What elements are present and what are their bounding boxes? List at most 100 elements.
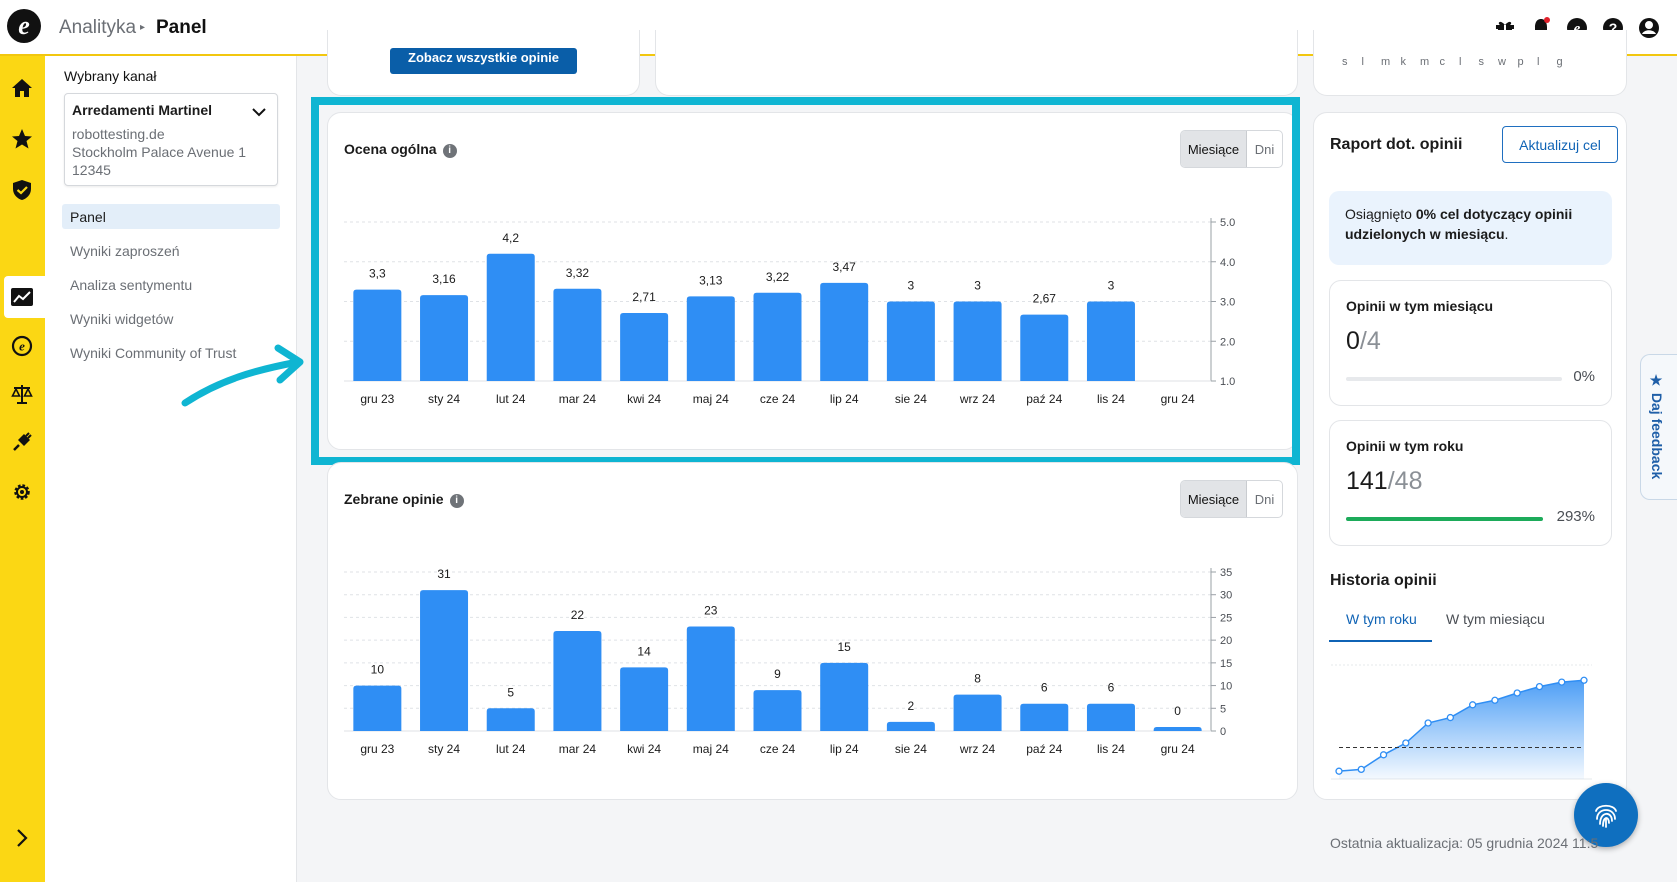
info-icon[interactable]: i: [449, 494, 464, 508]
history-point: [1446, 713, 1455, 722]
bar-value-label: 3: [974, 279, 981, 293]
y-tick-label: 2.0: [1220, 336, 1235, 348]
weekday-label: s: [1478, 56, 1485, 68]
weekday-label: l: [1537, 56, 1540, 68]
expand-chevron-icon[interactable]: [8, 824, 36, 852]
stat-month-value: 0/4: [1346, 327, 1381, 355]
y-tick-label: 35: [1220, 567, 1232, 579]
sidebar-item-panel[interactable]: Panel: [62, 204, 280, 229]
weekday-label: p: [1517, 56, 1524, 68]
bar: [753, 292, 802, 381]
settings-gear-icon[interactable]: [8, 478, 36, 506]
x-tick-label: cze 24: [760, 742, 796, 756]
bar-value-label: 2,67: [1033, 292, 1057, 306]
x-tick-label: mar: [1373, 792, 1394, 793]
toggle-months[interactable]: Miesiące: [1181, 131, 1247, 167]
update-goal-button[interactable]: Aktualizuj cel: [1502, 126, 1618, 163]
trusted-e-icon[interactable]: e: [8, 332, 36, 360]
weekday-label: g: [1556, 56, 1563, 68]
x-tick-label: mar 24: [559, 392, 597, 406]
bar-value-label: 3: [908, 279, 915, 293]
stat-month-percent: 0%: [1573, 368, 1595, 385]
x-tick-label: mar 24: [559, 742, 597, 756]
channel-label: Wybrany kanał: [64, 68, 157, 84]
info-icon[interactable]: i: [442, 144, 457, 158]
scale-icon[interactable]: [8, 380, 36, 408]
bar: [620, 667, 669, 731]
stat-year-value: 141/48: [1346, 467, 1423, 495]
x-tick-label: wrz 24: [959, 742, 996, 756]
collected-reviews-card: Zebrane opinie i Miesiące Dni 0 5 10 15 20 25 3…: [327, 462, 1298, 800]
page-title: Panel: [156, 17, 207, 38]
bar: [486, 708, 535, 731]
reviews-summary-card: Zobacz wszystkie opinie: [327, 30, 640, 96]
logo-icon[interactable]: e: [7, 9, 41, 43]
bar-value-label: 3: [1108, 279, 1115, 293]
toggle-months[interactable]: Miesiące: [1181, 481, 1247, 517]
feedback-tab[interactable]: ★ Daj feedback: [1640, 354, 1677, 500]
channel-domain: robottesting.de: [72, 126, 165, 142]
see-all-reviews-button[interactable]: Zobacz wszystkie opinie: [390, 48, 577, 74]
history-area-chart: sty mar maj lip wrz lis: [1331, 664, 1592, 793]
icon-rail: e: [0, 56, 45, 882]
history-line: [1338, 679, 1585, 772]
user-icon[interactable]: [1637, 16, 1661, 40]
stat-year-percent: 293%: [1556, 508, 1595, 525]
history-point: [1558, 678, 1566, 686]
breadcrumb-separator: ▸: [140, 22, 146, 33]
history-area: [1339, 680, 1584, 779]
analytics-icon[interactable]: [8, 283, 36, 311]
x-tick-label: maj 24: [693, 742, 729, 756]
fingerprint-icon: [1595, 804, 1617, 828]
channel-name: Arredamenti Martinel: [72, 102, 213, 118]
bar-value-label: 23: [704, 604, 718, 618]
plug-icon[interactable]: [8, 428, 36, 456]
x-tick-label: gru 24: [1161, 392, 1195, 406]
toggle-days[interactable]: Dni: [1254, 141, 1275, 157]
x-tick-label: paź 24: [1026, 742, 1062, 756]
bar-value-label: 5: [507, 685, 514, 699]
x-tick-label: lis: [1556, 792, 1567, 793]
bar: [553, 288, 602, 381]
feedback-label: ★ Daj feedback: [1649, 373, 1665, 480]
history-point: [1535, 682, 1544, 691]
shield-icon[interactable]: [8, 176, 36, 204]
last-update-text: Ostatnia aktualizacja: 05 grudnia 2024 1…: [1330, 835, 1599, 851]
sidebar-item-invitation-results[interactable]: Wyniki zaproszeń: [70, 243, 180, 259]
bar-value-label: 2: [908, 699, 915, 713]
sidebar-item-widget-results[interactable]: Wyniki widgetów: [70, 311, 174, 327]
x-tick-label: lis 24: [1097, 742, 1125, 756]
x-tick-label: paź 24: [1026, 392, 1062, 406]
y-tick-label: 30: [1220, 590, 1232, 602]
tab-this-month[interactable]: W tym miesiącu: [1446, 611, 1545, 627]
y-tick-label: 1.0: [1220, 376, 1235, 388]
bar-value-label: 3,22: [766, 270, 790, 284]
bar: [420, 295, 469, 381]
weekday-label: l: [1459, 56, 1462, 68]
fingerprint-button[interactable]: [1574, 783, 1638, 847]
overall-rating-card: Ocena ogólna i Miesiące Dni 1.0 2.0 3.0 4.0 5…: [327, 112, 1298, 450]
bar-value-label: 6: [1108, 681, 1115, 695]
x-tick-label: sty 24: [428, 392, 460, 406]
breadcrumb-parent[interactable]: Analityka: [59, 17, 137, 38]
x-tick-label: lip 24: [830, 742, 859, 756]
channel-address: Stockholm Palace Avenue 1: [72, 144, 247, 160]
bar-value-label: 15: [838, 640, 852, 654]
star-icon[interactable]: [8, 125, 36, 153]
highlight-frame: [311, 97, 1300, 465]
bar: [620, 313, 669, 381]
toggle-days[interactable]: Dni: [1254, 491, 1275, 507]
channel-selector[interactable]: Arredamenti Martinel robottesting.de Sto…: [64, 93, 278, 186]
tab-this-year[interactable]: W tym roku: [1346, 611, 1417, 627]
home-icon[interactable]: [8, 74, 36, 102]
y-tick-label: 25: [1220, 612, 1232, 624]
rating-bar-chart: 1.0 2.0 3.0 4.0 5.0 3,3 gru 23 3,16 sty 24 4,2 lut…: [344, 217, 1235, 406]
x-tick-label: gru 23: [360, 742, 394, 756]
x-tick-label: lis 24: [1097, 392, 1125, 406]
chevron-down-icon[interactable]: [251, 104, 267, 122]
sidebar-item-sentiment-analysis[interactable]: Analiza sentymentu: [70, 277, 193, 293]
bar-value-label: 8: [974, 672, 981, 686]
sidebar-item-community-of-trust[interactable]: Wyniki Community of Trust: [70, 345, 237, 361]
weekday-label: m: [1420, 56, 1430, 68]
bar-value-label: 14: [637, 644, 651, 658]
